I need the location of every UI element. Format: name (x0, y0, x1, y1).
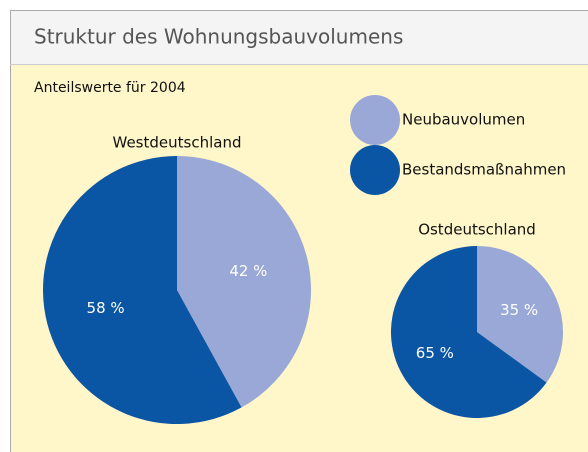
slice-label: 42 % (229, 262, 267, 280)
legend-label: Bestandsmaßnahmen (402, 161, 566, 179)
legend-label: Neubauvolumen (402, 111, 525, 129)
pie-slice (177, 156, 312, 408)
slice-label: 58 % (87, 299, 125, 317)
subtitle: Anteilswerte für 2004 (34, 80, 186, 96)
header-background (10, 10, 588, 64)
pie-slice (390, 246, 547, 418)
pie-slice (477, 246, 563, 383)
slice-label: 65 % (416, 344, 454, 362)
pie-title: Ostdeutschland (418, 221, 536, 239)
legend-swatch (350, 95, 400, 145)
pie-slice (43, 156, 242, 424)
legend-swatch (350, 145, 400, 195)
page-title: Struktur des Wohnungsbauvolumens (34, 25, 403, 49)
pie-title: Westdeutschland (113, 134, 242, 152)
slice-label: 35 % (500, 301, 538, 319)
